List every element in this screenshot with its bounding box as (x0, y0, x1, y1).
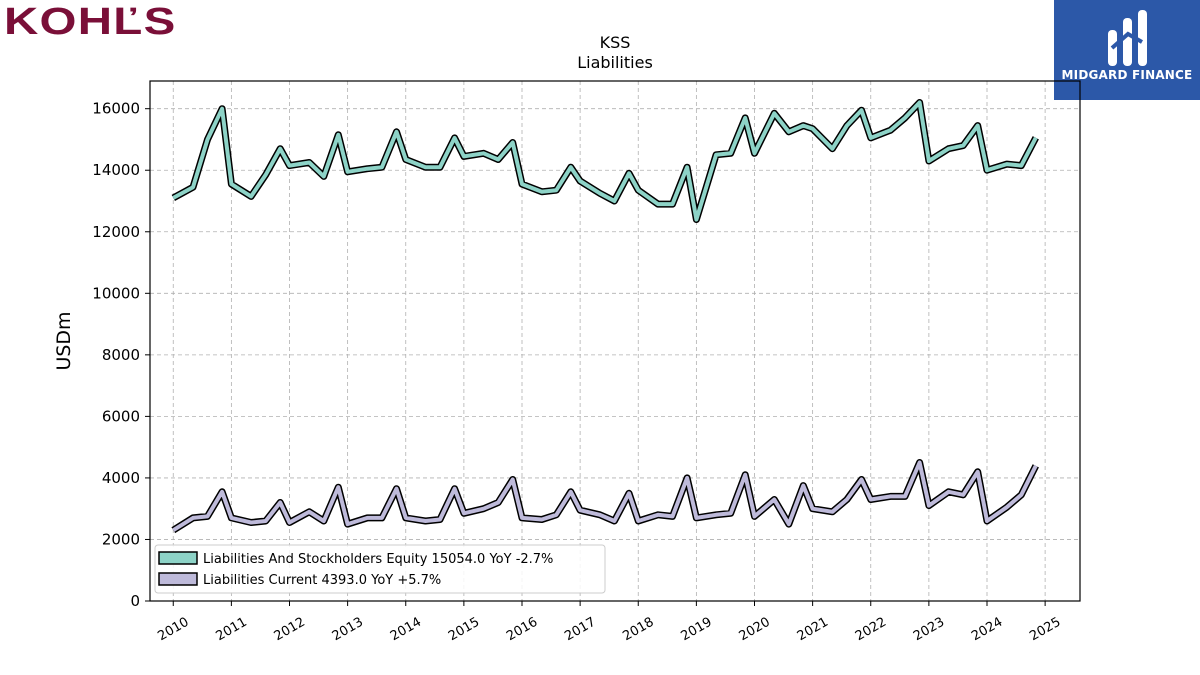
x-tick-label: 2017 (562, 615, 598, 645)
x-tick-label: 2013 (330, 615, 366, 645)
x-tick-label: 2023 (911, 615, 947, 645)
chart-title: KSS (600, 33, 631, 52)
y-tick-label: 14000 (92, 161, 140, 179)
x-tick-label: 2022 (853, 615, 889, 645)
y-tick-label: 4000 (102, 469, 140, 487)
x-tick-label: 2010 (155, 615, 191, 645)
series-line-1 (172, 460, 1038, 532)
series-lines (171, 99, 1039, 534)
x-tick-label: 2019 (679, 615, 715, 645)
plot-frame (149, 80, 1081, 602)
x-tick-label: 2018 (620, 615, 656, 645)
x-tick-label: 2015 (446, 615, 482, 645)
x-tick-label: 2025 (1027, 615, 1063, 645)
chart-subtitle: Liabilities (577, 53, 653, 72)
y-axis-ticks: 0 2000 4000 6000 8000 10000 12000 14000 16000 (92, 100, 150, 610)
y-tick-label: 12000 (92, 223, 140, 241)
series-line-0 (172, 100, 1038, 222)
y-tick-label: 10000 (92, 284, 140, 302)
kohls-logo: KOHĽS (4, 1, 177, 43)
legend-box (154, 544, 606, 594)
x-tick-label: 2020 (737, 615, 773, 645)
y-tick-label: 2000 (102, 530, 140, 548)
x-tick-label: 2011 (214, 615, 250, 645)
midgard-finance-logo: MIDGARD FINANCE (1054, 0, 1200, 100)
legend-label-equity: Liabilities And Stockholders Equity 1505… (203, 552, 553, 567)
legend: Liabilities And Stockholders Equity 1505… (154, 544, 606, 594)
y-tick-label: 16000 (92, 100, 140, 118)
x-tick-label: 2024 (969, 615, 1005, 645)
midgard-emblem-icon (1108, 10, 1147, 66)
x-axis-ticks: 2010 2011 2012 2013 2014 2015 2016 2017 2018 2019… (155, 601, 1063, 644)
x-tick-label: 2014 (388, 615, 424, 645)
x-tick-label: 2016 (504, 615, 540, 645)
midgard-finance-wordmark: MIDGARD FINANCE (1061, 68, 1193, 82)
legend-swatch-equity (158, 551, 198, 565)
y-tick-label: 6000 (102, 407, 140, 425)
legend-swatch-current (158, 572, 198, 586)
x-tick-label: 2012 (272, 615, 308, 645)
x-tick-label: 2021 (795, 615, 831, 645)
series-outline-0 (171, 99, 1039, 223)
y-tick-label: 8000 (102, 346, 140, 364)
y-tick-label: 0 (130, 592, 140, 610)
legend-label-current: Liabilities Current 4393.0 YoY +5.7% (203, 573, 441, 588)
y-axis-label: USDm (53, 311, 75, 370)
